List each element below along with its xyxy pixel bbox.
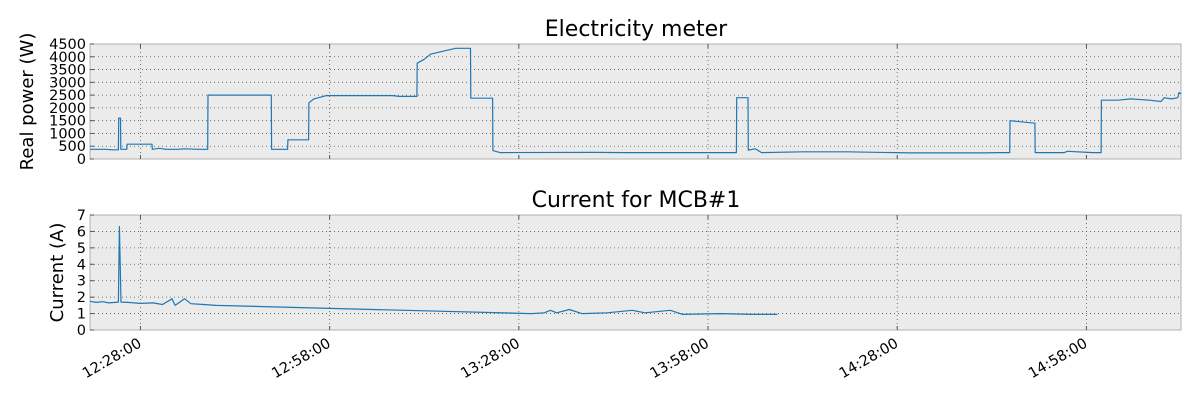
y-tick-label: 7: [77, 208, 86, 224]
plot-area-current: [89, 214, 1182, 331]
y-tick-label: 2000: [49, 101, 86, 117]
y-tick-label: 1000: [49, 126, 86, 142]
y-axis-label-power: Real power (W): [17, 33, 38, 171]
y-tick-label: 3000: [49, 75, 86, 91]
y-tick-label: 3500: [49, 63, 86, 79]
y-tick-label: 5: [77, 241, 86, 257]
chart-title-power: Electricity meter: [545, 17, 728, 42]
y-tick-label: 2500: [49, 88, 86, 104]
y-tick-label: 4500: [49, 37, 86, 53]
series-power: [90, 47, 1182, 154]
y-tick-label: 1500: [49, 114, 86, 130]
series-line: [89, 225, 778, 315]
x-tick-label: 13:58:00: [648, 336, 712, 382]
plot-area-power: [89, 43, 1182, 160]
x-tick-label: 13:28:00: [458, 336, 522, 382]
x-tick-label: 14:28:00: [837, 336, 901, 382]
series-line: [90, 47, 1182, 154]
y-tick-label: 1: [77, 307, 86, 323]
x-tick-label: 12:28:00: [80, 336, 144, 382]
series-current: [89, 225, 778, 315]
chart-title-current: Current for MCB#1: [532, 188, 741, 213]
y-tick-label: 4: [77, 257, 86, 273]
y-tick-label: 0: [77, 152, 86, 168]
y-tick-label: 500: [58, 139, 86, 155]
x-tick-label: 14:58:00: [1026, 336, 1090, 382]
y-tick-label: 2: [77, 290, 86, 306]
y-tick-label: 3: [77, 274, 86, 290]
y-tick-label: 6: [77, 224, 86, 240]
y-tick-label: 4000: [49, 50, 86, 66]
y-axis-label-current: Current (A): [47, 223, 68, 323]
y-tick-label: 0: [77, 323, 86, 339]
x-tick-label: 12:58:00: [269, 336, 333, 382]
